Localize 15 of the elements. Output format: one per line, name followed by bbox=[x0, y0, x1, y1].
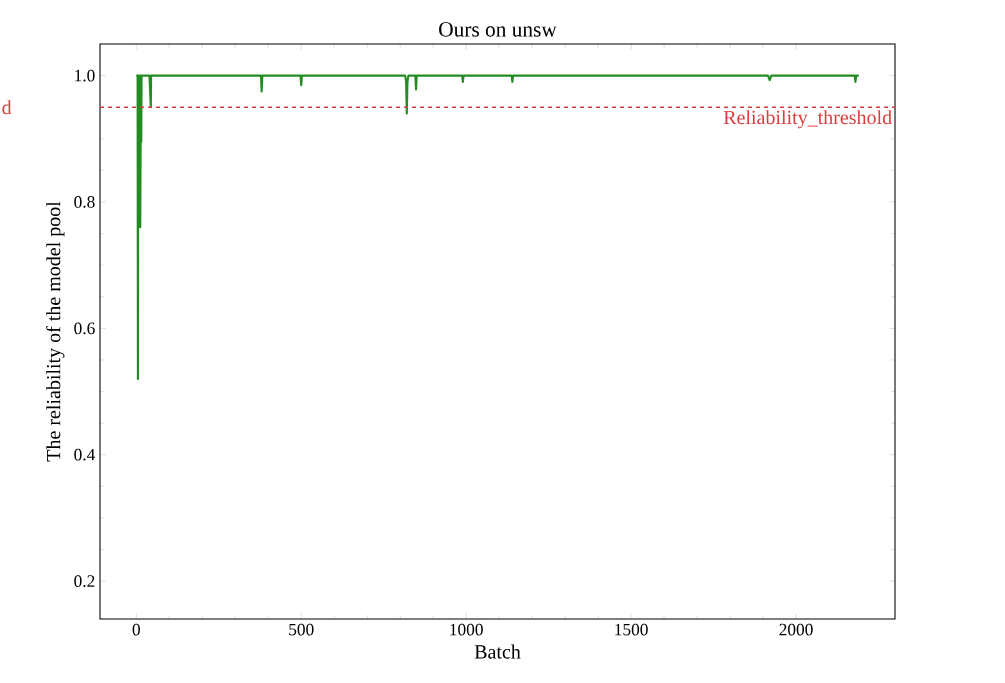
x-tick-label: 0 bbox=[132, 623, 140, 636]
y-tick-label: 0.4 bbox=[74, 448, 96, 461]
y-tick-label: 0.2 bbox=[74, 575, 95, 587]
x-tick-label: 2000 bbox=[779, 623, 813, 636]
y-axis-title: The reliability of the model pool bbox=[46, 201, 65, 462]
x-tick-label: 1000 bbox=[450, 623, 483, 636]
y-tick-label: 0.6 bbox=[74, 322, 95, 335]
chart-title: Ours on unsw bbox=[439, 22, 557, 37]
y-tick-label: 0.8 bbox=[74, 196, 95, 208]
x-tick-label: 1500 bbox=[615, 623, 648, 636]
y-tick-label: 1.0 bbox=[75, 69, 95, 82]
text: d bbox=[2, 100, 12, 115]
x-axis-title: Batch bbox=[474, 644, 521, 659]
ref-line-label: Reliability_threshold bbox=[723, 110, 892, 129]
x-tick-label: 500 bbox=[289, 623, 314, 636]
